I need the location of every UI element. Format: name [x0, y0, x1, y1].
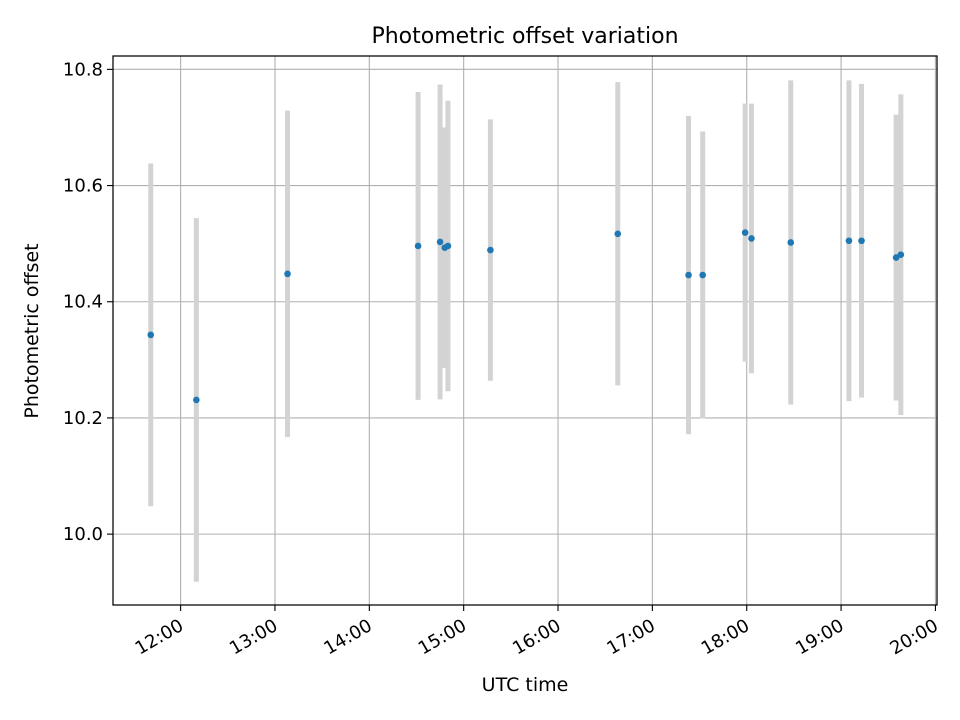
data-point [193, 396, 200, 404]
data-point [897, 251, 905, 258]
data-point [436, 238, 444, 246]
data-point [487, 246, 494, 254]
data-point [284, 270, 291, 278]
chart-title: Photometric offset variation [371, 24, 678, 49]
data-point [892, 254, 900, 261]
data-point [748, 235, 755, 242]
data-point [741, 229, 749, 236]
y-tick-label: 10.8 [63, 59, 103, 80]
point-layer [147, 229, 905, 404]
y-tick-label: 10.0 [63, 524, 103, 545]
data-point [845, 237, 853, 245]
data-point [699, 271, 706, 279]
y-tick-label: 10.2 [63, 408, 103, 429]
y-axis-label: Photometric offset [21, 243, 43, 418]
y-tick-label: 10.6 [63, 176, 103, 197]
data-point [414, 242, 422, 250]
data-point [614, 230, 622, 238]
data-point [685, 271, 692, 279]
y-tick-label: 10.4 [63, 292, 103, 313]
grid-layer [113, 56, 937, 605]
data-point [147, 331, 155, 339]
x-axis-label: UTC time [482, 674, 569, 696]
plot-frame [112, 55, 938, 606]
data-point [444, 242, 452, 250]
data-point [858, 237, 865, 245]
data-point [787, 239, 795, 246]
